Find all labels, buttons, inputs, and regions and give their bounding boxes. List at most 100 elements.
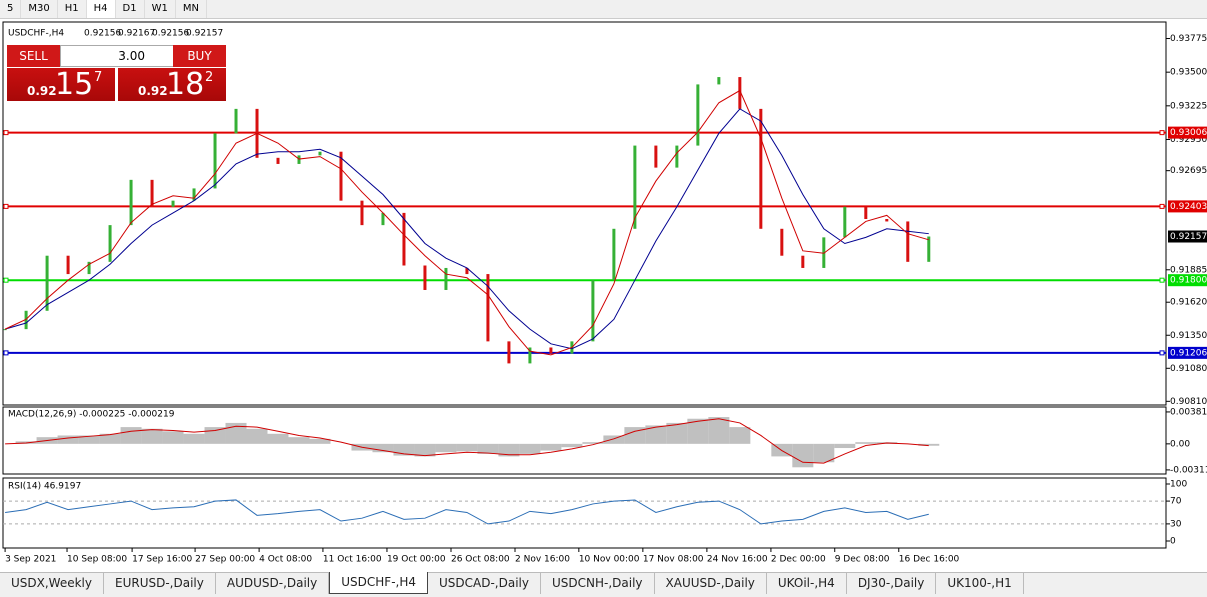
- macd-bar: [645, 425, 667, 444]
- macd-bar: [57, 435, 79, 444]
- chart-tab[interactable]: AUDUSD-,Daily: [216, 573, 330, 594]
- y-tick-label: 30: [1170, 519, 1182, 529]
- ohlc-value: 0.92167: [118, 29, 155, 39]
- macd-bar: [309, 438, 331, 444]
- level-label: 0.91800: [1170, 276, 1207, 286]
- current-price-label: 0.92157: [1170, 232, 1207, 242]
- bid-big: 0.92: [27, 84, 57, 98]
- candle: [381, 212, 385, 226]
- macd-bar: [813, 443, 835, 463]
- y-tick-label: 0.92695: [1170, 166, 1207, 176]
- y-tick-label: 0.003811: [1170, 407, 1207, 417]
- macd-bar: [183, 433, 205, 444]
- panel-frame: [2, 477, 1167, 549]
- timeframe-button[interactable]: M30: [21, 0, 58, 18]
- x-tick-label: 2 Dec 00:00: [771, 555, 826, 565]
- chart-tab[interactable]: XAUUSD-,Daily: [655, 573, 767, 594]
- timeframe-button[interactable]: MN: [176, 0, 207, 18]
- indicator-title: RSI(14) 46.9197: [8, 482, 81, 492]
- x-tick-label: 26 Oct 08:00: [451, 555, 510, 565]
- timeframe-button[interactable]: 5: [0, 0, 22, 18]
- level-handle: [3, 277, 9, 283]
- chart-tab[interactable]: UKOil-,H4: [767, 573, 847, 594]
- macd-bar: [540, 443, 562, 451]
- level-label-bg: [1168, 346, 1207, 359]
- macd-bar: [414, 443, 436, 457]
- chart-tab[interactable]: USDX,Weekly: [0, 573, 104, 594]
- macd-bar: [519, 443, 541, 454]
- macd-bar: [729, 427, 751, 444]
- y-tick-label: 100: [1170, 479, 1187, 489]
- candle: [612, 228, 616, 281]
- x-tick-label: 17 Nov 08:00: [643, 555, 704, 565]
- candle: [108, 225, 112, 262]
- chart-tab[interactable]: USDCNH-,Daily: [541, 573, 655, 594]
- level-label: 0.93006: [1170, 128, 1207, 138]
- y-tick-label: 0: [1170, 536, 1176, 546]
- level-label-bg: [1168, 126, 1207, 139]
- candle: [3, 329, 7, 331]
- ohlc-value: 0.92157: [186, 29, 223, 39]
- macd-bar: [561, 443, 583, 448]
- x-tick-label: 9 Dec 08:00: [835, 555, 890, 565]
- one-click-trading: SELL 3.00 BUY 0.92 15 7 0.92 18 2: [7, 45, 226, 101]
- y-tick-label: 0.91620: [1170, 298, 1207, 308]
- y-tick-label: 0.91080: [1170, 364, 1207, 374]
- timeframe-button[interactable]: H4: [86, 0, 116, 18]
- candle: [864, 206, 868, 220]
- candle: [213, 133, 217, 189]
- x-tick-label: 4 Oct 08:00: [259, 555, 312, 565]
- candle: [297, 155, 301, 164]
- y-tick-label: 70: [1170, 497, 1182, 507]
- timeframe-button[interactable]: W1: [145, 0, 176, 18]
- chart-tab[interactable]: UK100-,H1: [936, 573, 1024, 594]
- macd-bar: [477, 443, 499, 454]
- x-tick-label: 10 Nov 00:00: [579, 555, 640, 565]
- sell-button[interactable]: SELL: [7, 45, 60, 67]
- chart-tab[interactable]: DJ30-,Daily: [847, 573, 937, 594]
- macd-bar: [120, 427, 142, 444]
- macd-bar: [78, 435, 100, 444]
- chart-tabs: USDX,Weekly EURUSD-,Daily AUDUSD-,Daily USD…: [0, 572, 1207, 597]
- x-tick-label: 10 Sep 08:00: [67, 555, 127, 565]
- macd-bar: [99, 433, 121, 444]
- candle: [45, 255, 49, 311]
- buy-button[interactable]: BUY: [173, 45, 226, 67]
- level-label-bg: [1168, 274, 1207, 287]
- y-tick-label: 0.92950: [1170, 135, 1207, 145]
- chart-tab[interactable]: USDCAD-,Daily: [428, 573, 541, 594]
- macd-bar: [267, 433, 289, 444]
- ohlc-value: 0.92156: [84, 29, 121, 39]
- candle: [927, 236, 931, 262]
- macd-bar: [498, 443, 520, 457]
- macd-bar: [141, 428, 163, 444]
- y-tick-label: 0.91885: [1170, 265, 1207, 275]
- candle: [87, 261, 91, 275]
- candle: [507, 341, 511, 364]
- level-handle: [1159, 130, 1165, 136]
- candle: [402, 212, 406, 266]
- candle: [591, 280, 595, 342]
- candle: [423, 265, 427, 290]
- moving-average: [4, 89, 929, 356]
- chart-tab[interactable]: EURUSD-,Daily: [104, 573, 216, 594]
- volume-input[interactable]: 3.00: [60, 45, 174, 67]
- candle: [801, 255, 805, 268]
- timeframe-button[interactable]: D1: [116, 0, 145, 18]
- ohlc-value: 0.92156: [152, 29, 189, 39]
- candle: [234, 108, 238, 134]
- level-handle: [3, 130, 9, 136]
- timeframe-button[interactable]: H1: [58, 0, 87, 18]
- macd-bar: [288, 437, 310, 444]
- candle: [633, 145, 637, 229]
- level-handle: [1159, 203, 1165, 209]
- ask-quote[interactable]: 0.92 18 2: [118, 68, 226, 101]
- chart-tab[interactable]: USDCHF-,H4: [329, 572, 428, 594]
- macd-bar: [435, 443, 457, 453]
- y-tick-label: 0.93775: [1170, 34, 1207, 44]
- bid-quote[interactable]: 0.92 15 7: [7, 68, 115, 101]
- x-tick-label: 17 Sep 16:00: [132, 555, 192, 565]
- candle: [759, 108, 763, 229]
